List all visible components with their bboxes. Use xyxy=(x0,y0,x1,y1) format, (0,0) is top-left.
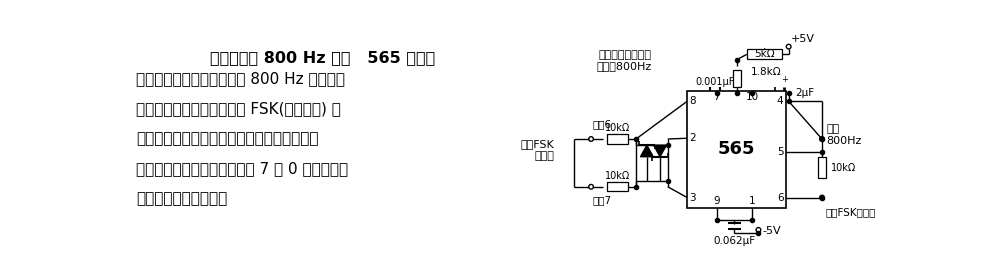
Text: 4: 4 xyxy=(777,96,784,106)
Bar xyxy=(607,134,628,144)
Text: -5V: -5V xyxy=(762,226,781,236)
Text: 3: 3 xyxy=(689,192,696,203)
Text: 10kΩ: 10kΩ xyxy=(605,171,630,181)
Text: 由振荡。从盒带上所记录的 FSK(频移键控) 数: 由振荡。从盒带上所记录的 FSK(频移键控) 数 xyxy=(136,101,341,116)
Text: 7: 7 xyxy=(713,93,720,102)
Text: 调节到无输入时，
振荡于800Hz: 调节到无输入时， 振荡于800Hz xyxy=(597,50,651,71)
Polygon shape xyxy=(640,145,653,157)
Text: 9: 9 xyxy=(713,196,720,206)
Text: 0.062μF: 0.062μF xyxy=(713,236,756,246)
Text: 据萃取出来的数据脉冲送到输入端时，时钟便: 据萃取出来的数据脉冲送到输入端时，时钟便 xyxy=(136,131,319,146)
Text: 1.8kΩ: 1.8kΩ xyxy=(751,67,781,77)
Bar xyxy=(687,91,786,208)
Text: 输出
800Hz: 输出 800Hz xyxy=(827,124,862,146)
Text: 5: 5 xyxy=(777,147,784,157)
Bar xyxy=(747,49,783,59)
Polygon shape xyxy=(653,145,666,157)
Text: 8: 8 xyxy=(689,96,696,106)
Text: 来自FSK
检测器: 来自FSK 检测器 xyxy=(521,139,555,161)
Text: 10kΩ: 10kΩ xyxy=(832,162,857,173)
Text: 与数据脉冲同步，在紧接着的 7 个 0 出现期间，: 与数据脉冲同步，在紧接着的 7 个 0 出现期间， xyxy=(136,161,349,176)
Text: 盒带机用的 800 Hz 时钟   565 锁相环: 盒带机用的 800 Hz 时钟 565 锁相环 xyxy=(209,50,434,65)
Bar xyxy=(733,70,741,87)
Text: 565: 565 xyxy=(717,140,755,158)
Bar xyxy=(607,182,628,191)
Text: 6: 6 xyxy=(777,192,784,203)
Text: +5V: +5V xyxy=(791,34,815,43)
Text: 同步状态仍然保持着。: 同步状态仍然保持着。 xyxy=(136,191,227,206)
Text: 2μF: 2μF xyxy=(795,88,814,98)
Bar xyxy=(818,158,827,177)
Text: 接至FSK发生器: 接至FSK发生器 xyxy=(826,207,876,217)
Text: 0.001μF: 0.001μF xyxy=(695,77,735,87)
Text: 10: 10 xyxy=(746,93,759,102)
Text: 10kΩ: 10kΩ xyxy=(605,123,630,133)
Text: +: + xyxy=(782,75,788,84)
Text: 引脚6: 引脚6 xyxy=(593,119,612,129)
Text: 1: 1 xyxy=(749,196,756,206)
Text: 2: 2 xyxy=(689,133,696,143)
Text: 路要调节到在无输入时能以 800 Hz 的频率自: 路要调节到在无输入时能以 800 Hz 的频率自 xyxy=(136,71,346,86)
Text: 引脚7: 引脚7 xyxy=(593,195,612,205)
Text: 5kΩ: 5kΩ xyxy=(754,49,775,59)
